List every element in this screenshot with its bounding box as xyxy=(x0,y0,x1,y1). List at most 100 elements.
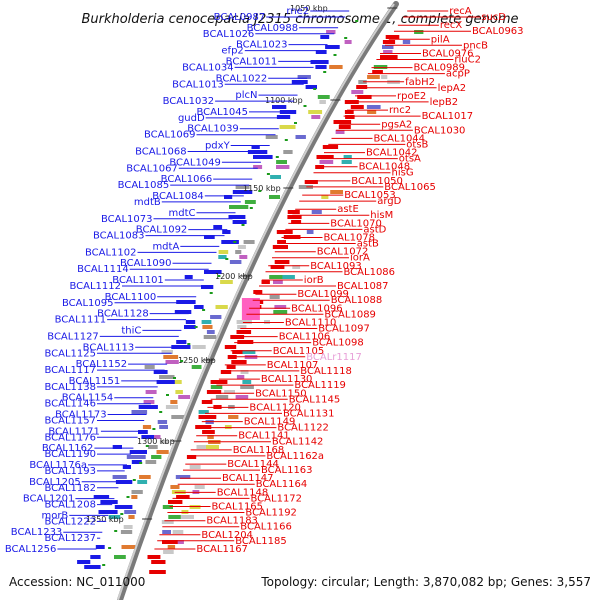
reverse-feature-block xyxy=(279,125,296,129)
minor-tick xyxy=(126,496,130,498)
reverse-gene-label: BCAL1154 xyxy=(62,393,114,404)
reverse-feature-block xyxy=(95,545,105,549)
forward-gene-label: iorA xyxy=(350,253,370,264)
reverse-gene-label: mdtC xyxy=(169,208,196,219)
forward-cog-block xyxy=(292,265,301,269)
reverse-feature-block xyxy=(161,350,173,354)
minor-tick xyxy=(139,462,143,464)
forward-cog-block xyxy=(341,160,352,164)
forward-cog-block xyxy=(367,110,377,114)
reverse-cog-block xyxy=(202,325,213,329)
forward-gene-label: BCAL1148 xyxy=(217,487,269,498)
forward-gene-label: BCAL1087 xyxy=(337,281,389,292)
reverse-cog-block xyxy=(283,150,293,154)
reverse-cog-block xyxy=(201,320,212,324)
forward-feature-block xyxy=(319,160,334,164)
forward-gene-label: BCAL1185 xyxy=(235,536,287,547)
forward-gene-label: iorB xyxy=(304,275,324,286)
forward-gene-label: BCAL1167 xyxy=(196,544,248,555)
reverse-gene-label: BCAL1111 xyxy=(55,315,107,326)
reverse-gene-label: BCAL1176 xyxy=(44,432,96,443)
reverse-gene-label: BCAL1073 xyxy=(101,214,153,225)
forward-gene-label: recA xyxy=(449,6,472,17)
reverse-feature-block xyxy=(93,495,110,499)
reverse-cog-block xyxy=(243,240,255,244)
forward-feature-block xyxy=(382,45,394,49)
reverse-feature-block xyxy=(204,235,215,239)
reverse-feature-block xyxy=(131,460,142,464)
kbp-label: 1100 kbp xyxy=(265,96,303,105)
forward-cog-block xyxy=(282,275,295,279)
minor-tick xyxy=(294,122,297,124)
forward-feature-block xyxy=(380,55,398,59)
reverse-cog-block xyxy=(145,460,157,464)
reverse-feature-block xyxy=(145,390,157,394)
reverse-feature-block xyxy=(98,510,118,514)
forward-feature-block xyxy=(287,210,300,214)
minor-tick xyxy=(233,241,237,243)
reverse-feature-block xyxy=(253,155,273,159)
forward-gene-label: astD xyxy=(363,224,386,235)
reverse-cog-block xyxy=(220,280,233,284)
forward-gene-label: BCAL1192 xyxy=(245,508,297,519)
reverse-feature-block xyxy=(159,375,175,379)
minor-tick xyxy=(217,275,221,277)
reverse-cog-block xyxy=(137,480,148,484)
forward-feature-block xyxy=(291,220,302,224)
minor-tick xyxy=(225,258,229,260)
forward-feature-block xyxy=(344,110,354,114)
reverse-feature-block xyxy=(276,115,291,119)
forward-gene-label: BCAL1086 xyxy=(344,267,396,278)
forward-gene-label: BCAL1168 xyxy=(233,445,285,456)
reverse-feature-block xyxy=(141,435,157,439)
forward-cog-block xyxy=(343,155,352,159)
forward-cog-block xyxy=(240,385,254,389)
forward-feature-block xyxy=(231,360,247,364)
forward-feature-block xyxy=(383,50,393,54)
forward-feature-block xyxy=(215,395,229,399)
forward-feature-block xyxy=(261,280,270,284)
forward-feature-block xyxy=(237,325,247,329)
forward-feature-block xyxy=(322,145,339,149)
forward-feature-block xyxy=(338,125,351,129)
forward-gene-label: BCAL1089 xyxy=(324,309,376,320)
forward-feature-block xyxy=(356,85,368,89)
reverse-cog-block xyxy=(276,160,287,164)
reverse-feature-block xyxy=(291,80,308,84)
kbp-ticks: 1050 kbp 1100 kbp 1150 kbp 1200 kbp 1250 kbp… xyxy=(86,4,398,566)
forward-feature-block xyxy=(186,455,197,459)
forward-gene-label: BCAL1105 xyxy=(273,346,325,357)
reverse-gene-label: BCAL0988 xyxy=(247,23,299,34)
reverse-feature-block xyxy=(122,465,131,469)
reverse-feature-block xyxy=(204,270,222,274)
reverse-cog-block xyxy=(154,435,161,439)
forward-cog-block xyxy=(306,230,314,234)
forward-cog-block xyxy=(177,540,184,544)
reverse-gene-label: BCAL1083 xyxy=(93,231,145,242)
forward-gene-label: BCAL1097 xyxy=(318,324,370,335)
forward-cog-block xyxy=(163,550,174,554)
reverse-cog-block xyxy=(319,100,326,104)
reverse-feature-block xyxy=(84,565,101,569)
minor-tick xyxy=(355,20,359,22)
reverse-cog-block xyxy=(170,400,178,404)
reverse-feature-block xyxy=(297,75,311,79)
forward-feature-block xyxy=(175,475,191,479)
reverse-gene-label: BCAL1085 xyxy=(118,180,170,191)
forward-cog-block xyxy=(274,305,287,309)
forward-gene-label: BCAL1107 xyxy=(267,360,319,371)
forward-feature-block xyxy=(151,560,166,564)
summary-text: Topology: circular; Length: 3,870,082 bp… xyxy=(260,575,591,589)
reverse-gene-label: mdtB xyxy=(134,197,161,208)
reverse-feature-block xyxy=(218,255,227,259)
forward-cog-block xyxy=(273,280,283,284)
reverse-feature-block xyxy=(232,220,247,224)
forward-feature-block xyxy=(269,275,285,279)
reverse-gene-label: morB xyxy=(41,510,68,521)
reverse-gene-label: BCAL1084 xyxy=(152,191,204,202)
forward-cog-block xyxy=(236,375,245,379)
forward-gene-label: astE xyxy=(337,204,359,215)
reverse-cog-block xyxy=(175,390,183,394)
forward-gene-label: rluC2 xyxy=(454,55,481,66)
reverse-feature-block xyxy=(174,310,192,314)
